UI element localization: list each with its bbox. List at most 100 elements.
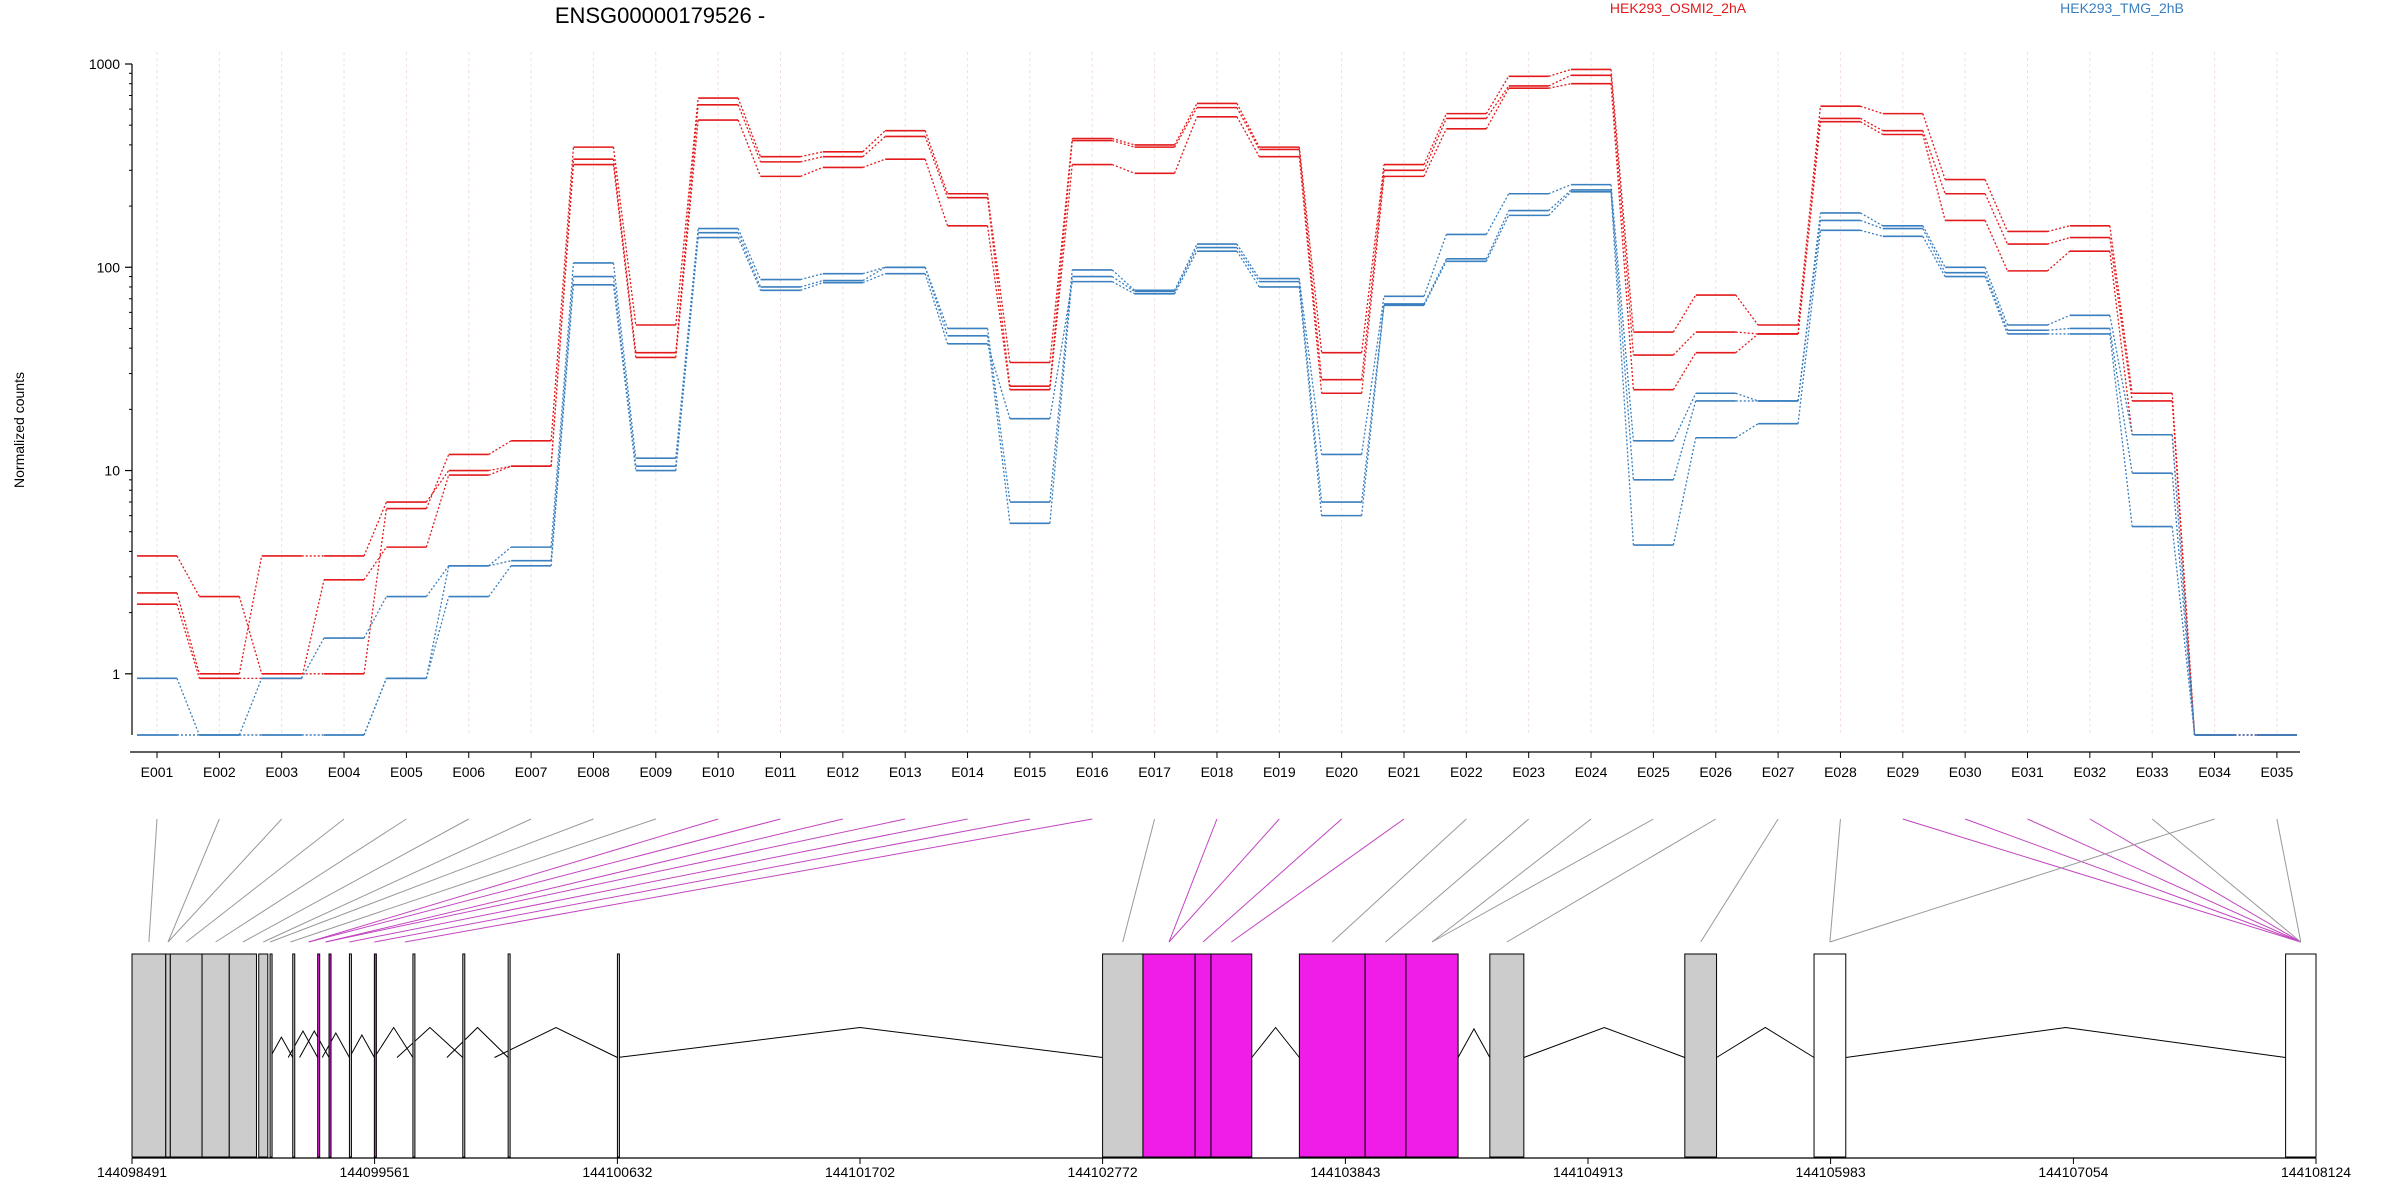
series-segment — [363, 508, 388, 674]
x-tick-label: E011 — [765, 764, 797, 780]
series-segment — [1984, 267, 2009, 326]
gene-axis-label: 144098491 — [97, 1164, 167, 1180]
x-tick-label: E034 — [2198, 764, 2231, 780]
series-segment — [2171, 526, 2196, 736]
exon-block — [201, 953, 230, 1158]
series-segment — [2109, 315, 2133, 435]
series-segment — [862, 266, 886, 275]
connector-e010 — [308, 818, 719, 943]
exon-connectors — [148, 818, 2302, 943]
series-segment — [1049, 140, 1073, 387]
series-segment — [1423, 258, 1447, 305]
series-segment — [1112, 163, 1135, 174]
x-tick-label: E008 — [577, 764, 610, 780]
x-tick-label: E019 — [1263, 764, 1296, 780]
x-tick-label: E002 — [203, 764, 236, 780]
legend-entry-osmi2: HEK293_OSMI2_2hA — [1610, 0, 1747, 16]
series-segment — [1298, 281, 1323, 503]
exon-block — [165, 953, 171, 1158]
series-segment — [986, 343, 1011, 419]
series-segment — [1423, 261, 1447, 306]
exon-block — [616, 953, 620, 1158]
series-segment — [1361, 303, 1385, 503]
connector-e015 — [374, 818, 1030, 943]
series-segment — [176, 604, 200, 679]
connector-e029 — [1902, 818, 2301, 943]
series-segment — [363, 501, 388, 557]
series-segment — [1797, 230, 1822, 424]
exon-block — [1210, 953, 1253, 1158]
intron-line — [1251, 1026, 1300, 1058]
series-segment — [612, 276, 637, 467]
series-segment — [1922, 225, 1946, 268]
exon-block — [1364, 953, 1407, 1158]
series-segment — [1922, 134, 1946, 221]
intron-line — [396, 1026, 464, 1058]
series-segment — [1049, 281, 1073, 419]
x-tick-label: E003 — [265, 764, 298, 780]
series-segment — [1485, 193, 1510, 235]
exon-block — [2285, 953, 2317, 1158]
series-segment — [1672, 331, 1697, 356]
series-segment — [1860, 229, 1883, 237]
x-tick-label: E001 — [141, 764, 174, 780]
series-segment — [1236, 116, 1260, 157]
connector-e004 — [185, 818, 345, 943]
series-segment — [425, 470, 450, 503]
connector-e018 — [1168, 818, 1218, 943]
series-segment — [363, 596, 387, 639]
intron-line — [299, 1029, 330, 1058]
series-segment — [1672, 294, 1697, 333]
gene-axis-label: 144099561 — [340, 1164, 410, 1180]
exon-block — [328, 953, 332, 1158]
series-segment — [1610, 83, 1635, 390]
series-segment — [1361, 176, 1385, 394]
series-segment — [737, 97, 762, 157]
x-tick-label: E035 — [2261, 764, 2294, 780]
series-segment — [1922, 130, 1946, 194]
series-segment — [862, 273, 886, 284]
series-segment — [924, 136, 949, 198]
series-segment — [612, 164, 637, 358]
series-segment — [924, 130, 949, 194]
series-segment — [1298, 286, 1323, 516]
series-segment — [2047, 327, 2070, 331]
x-tick-label: E028 — [1824, 764, 1857, 780]
series-segment — [675, 104, 699, 353]
exon-block — [131, 953, 167, 1158]
series-segment — [1049, 269, 1073, 503]
series-segment — [1610, 184, 1635, 441]
series-segment — [1548, 191, 1572, 216]
series-segment — [612, 262, 637, 459]
series-segment — [1423, 118, 1447, 171]
connector-e030 — [1964, 818, 2301, 943]
series-segment — [1485, 210, 1510, 260]
intron-line — [1457, 1027, 1491, 1058]
series-segment — [550, 276, 575, 561]
series-segment — [1049, 164, 1073, 390]
gene-axis-label: 144107054 — [2038, 1164, 2108, 1180]
series-segment — [1112, 137, 1135, 146]
exon-block — [462, 953, 466, 1158]
series-segment — [924, 267, 949, 337]
series-segment — [488, 546, 512, 567]
series-segment — [363, 678, 388, 736]
series-segment — [612, 284, 637, 471]
series-segment — [1112, 139, 1135, 148]
series-segment — [1298, 149, 1323, 380]
connector-e024 — [1431, 818, 1592, 943]
series-segment — [550, 147, 575, 441]
series-segment — [1548, 184, 1572, 195]
series-segment — [2047, 314, 2071, 326]
exon-block — [348, 953, 352, 1158]
series-segment — [862, 135, 886, 158]
series-segment — [1423, 234, 1447, 297]
x-tick-label: E029 — [1886, 764, 1919, 780]
series-segment — [1173, 116, 1198, 174]
series-segment — [1735, 294, 1759, 326]
series-segment — [1548, 83, 1572, 89]
connector-e005 — [215, 818, 407, 943]
series-segment — [1485, 85, 1510, 119]
series-segment — [1049, 276, 1073, 524]
connector-e033 — [2151, 818, 2302, 943]
